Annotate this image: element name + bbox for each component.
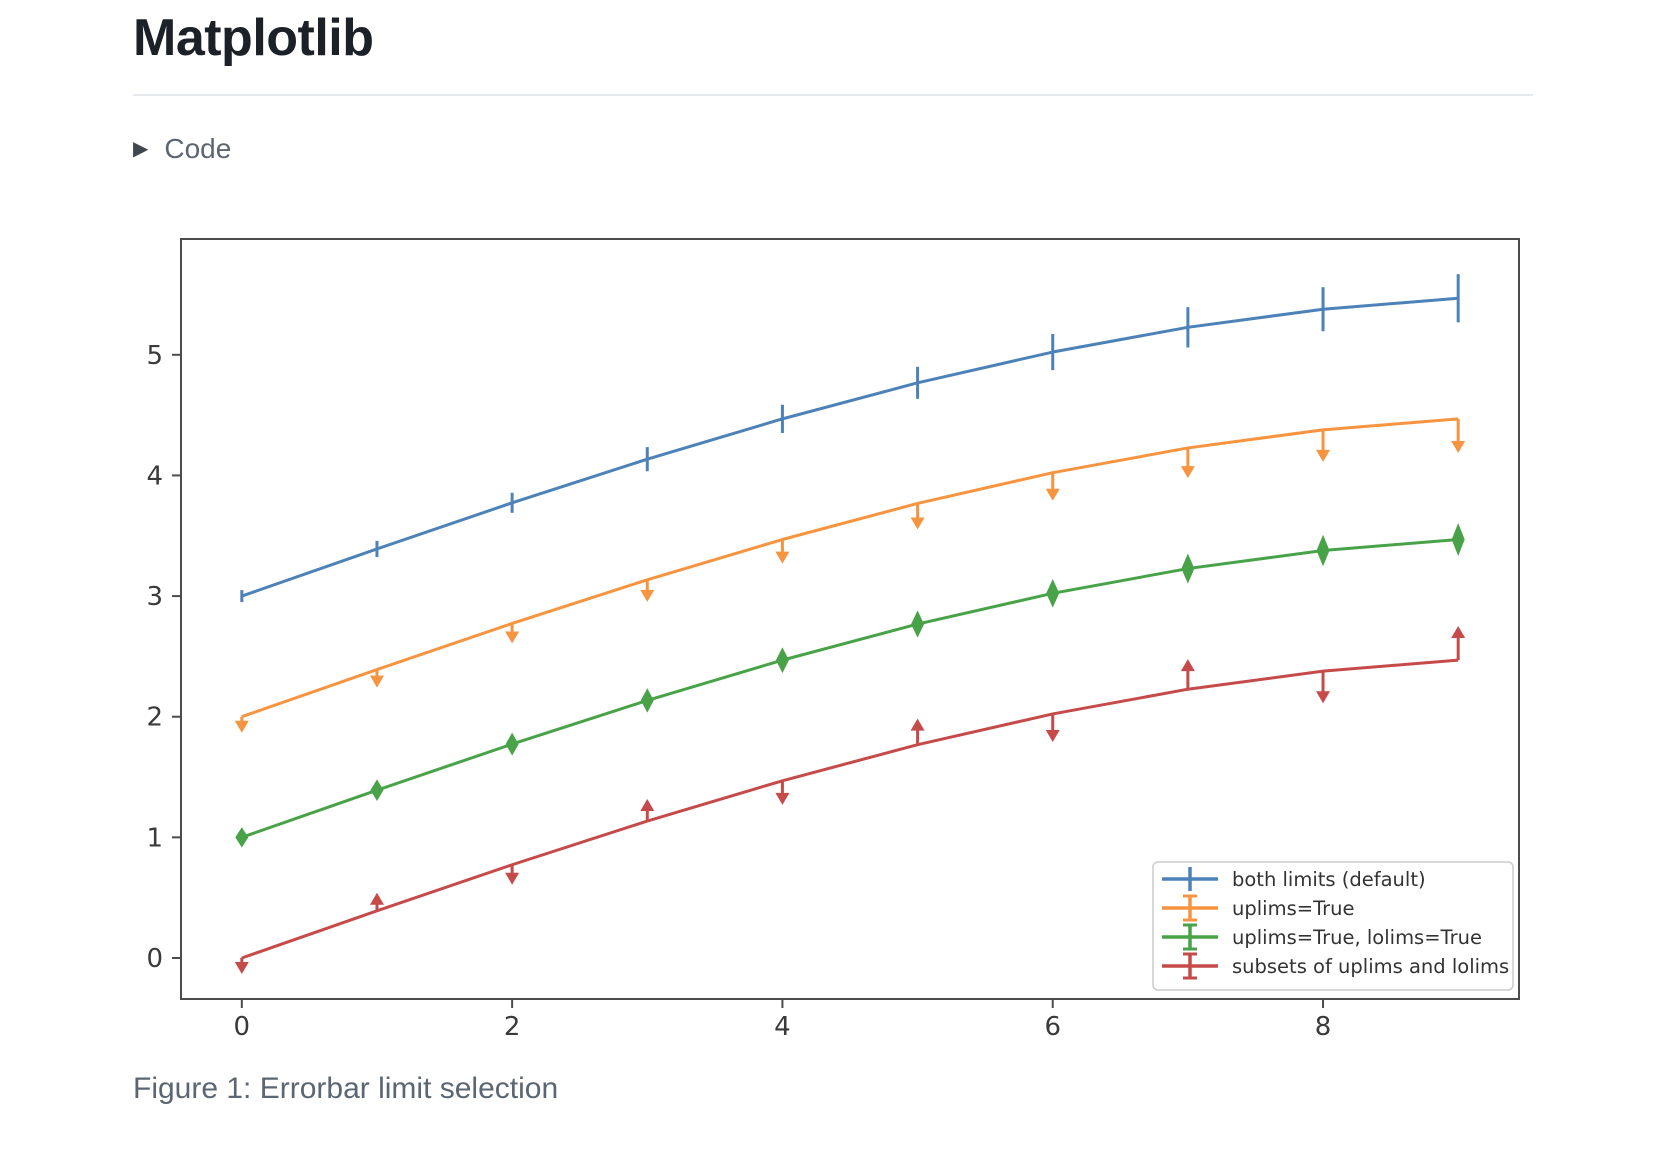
title-divider — [133, 94, 1533, 96]
double-limit-marker — [235, 827, 249, 848]
y-tick-label: 3 — [146, 582, 163, 612]
code-fold[interactable]: ▶ Code — [133, 132, 231, 166]
double-limit-marker — [911, 610, 925, 638]
y-tick-label: 0 — [146, 944, 163, 974]
disclosure-triangle-icon: ▶ — [133, 137, 149, 160]
legend-entry-subsets-of-uplims-and-lolims: subsets of uplims and lolims — [1162, 952, 1509, 980]
double-limit-marker — [1046, 578, 1060, 608]
limit-arrowhead — [640, 799, 655, 811]
limit-arrowhead — [910, 517, 925, 530]
legend-label: both limits (default) — [1232, 868, 1426, 891]
errorbar-chart: 0 2 4 6 8 0 1 2 3 4 5 both limits (default) uplims=T… — [146, 238, 1520, 1042]
double-limit-marker — [505, 732, 519, 756]
limit-arrowhead — [640, 589, 655, 602]
limit-arrowhead — [369, 675, 384, 688]
limit-arrowhead — [1451, 626, 1466, 639]
series-line — [241, 296, 1459, 598]
limit-arrowhead — [1316, 691, 1331, 704]
series-line — [241, 538, 1459, 839]
double-limit-marker — [1451, 523, 1465, 556]
legend-entry-both-limits-default: both limits (default) — [1162, 867, 1426, 891]
limit-arrowhead — [1451, 440, 1466, 453]
legend: both limits (default) uplims=True uplims=T… — [1152, 861, 1514, 991]
y-tick-label: 1 — [146, 823, 163, 853]
double-limit-marker — [1181, 553, 1195, 584]
limit-arrowhead — [234, 962, 249, 975]
limit-arrowhead — [369, 892, 384, 905]
y-tick-label: 5 — [146, 341, 163, 371]
double-limit-marker — [1316, 534, 1330, 567]
limit-arrowhead — [775, 551, 790, 564]
limit-arrowhead — [1180, 659, 1195, 672]
limit-arrowhead — [775, 792, 790, 805]
figure-caption: Figure 1: Errorbar limit selection — [133, 1072, 559, 1105]
y-tick-label: 4 — [146, 461, 163, 491]
series-line — [241, 658, 1459, 960]
limit-arrowhead — [505, 631, 520, 644]
limit-arrowhead — [234, 720, 249, 733]
code-fold-label: Code — [164, 133, 232, 164]
limit-arrowhead — [910, 718, 925, 731]
x-tick-label: 4 — [774, 1012, 791, 1042]
legend-label: subsets of uplims and lolims — [1232, 955, 1509, 978]
limit-arrowhead — [1045, 730, 1060, 743]
double-limit-marker — [775, 647, 789, 674]
double-limit-marker — [370, 779, 384, 802]
series-line — [241, 417, 1459, 719]
y-axis: 0 1 2 3 4 5 — [146, 341, 181, 974]
limit-arrowhead — [1316, 449, 1331, 462]
legend-entry-uplims-true-lolims-true: uplims=True, lolims=True — [1162, 923, 1482, 951]
legend-box — [1152, 861, 1514, 991]
limit-arrowhead — [1180, 466, 1195, 479]
legend-entry-uplims-true: uplims=True — [1162, 894, 1354, 922]
x-axis: 0 2 4 6 8 — [234, 999, 1332, 1042]
double-limit-marker — [640, 688, 654, 713]
y-tick-label: 2 — [146, 703, 163, 733]
plot-border — [180, 238, 1520, 1000]
x-tick-label: 8 — [1315, 1012, 1332, 1042]
series-uplims-true — [234, 417, 1466, 733]
code-fold-summary[interactable]: ▶ Code — [133, 132, 231, 166]
x-tick-label: 0 — [234, 1012, 251, 1042]
x-tick-label: 6 — [1044, 1012, 1061, 1042]
limit-arrowhead — [1045, 488, 1060, 501]
series-uplims-true-lolims-true — [235, 523, 1465, 848]
page-title: Matplotlib — [133, 9, 374, 67]
series-both-limits-default — [240, 274, 1460, 603]
limit-arrowhead — [505, 872, 520, 885]
x-tick-label: 2 — [504, 1012, 521, 1042]
legend-label: uplims=True, lolims=True — [1232, 926, 1482, 949]
series-subsets-of-uplims-and-lolims — [234, 626, 1466, 975]
legend-label: uplims=True — [1232, 897, 1354, 920]
